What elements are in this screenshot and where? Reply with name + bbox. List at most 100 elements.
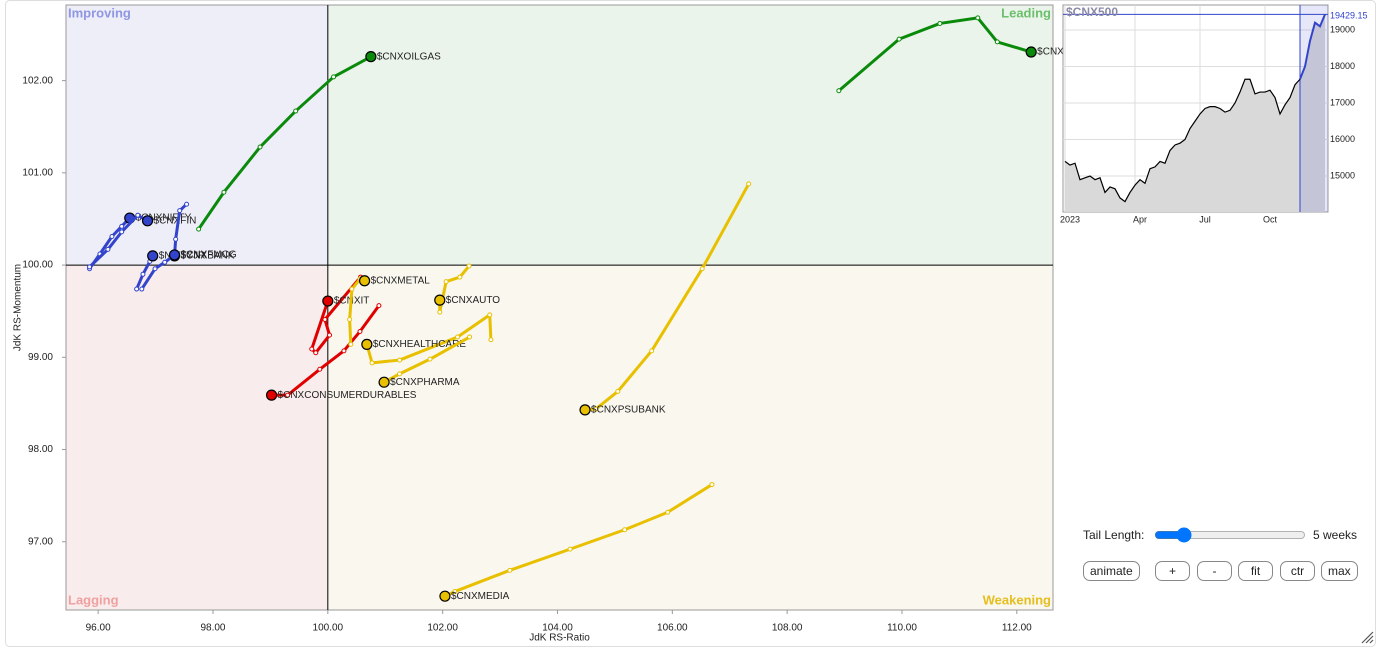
x-tick-label: 2023 xyxy=(1060,214,1080,224)
tail xyxy=(383,335,471,384)
head-point xyxy=(378,376,390,388)
tail-point xyxy=(119,223,125,229)
price-line xyxy=(1299,13,1326,80)
tail-point xyxy=(369,360,375,366)
x-tick-label: Apr xyxy=(1133,214,1147,224)
tail-point xyxy=(699,266,705,272)
tail-point xyxy=(313,350,319,356)
tail-point xyxy=(331,74,337,80)
tail xyxy=(365,313,493,365)
area xyxy=(1065,14,1325,212)
tail-point xyxy=(437,309,443,315)
tail-point xyxy=(87,264,93,270)
tail-point xyxy=(322,316,328,322)
series-label: $CNXNIFTY xyxy=(136,213,192,224)
tail-point xyxy=(317,366,323,372)
tail xyxy=(837,16,1032,92)
head-point xyxy=(322,295,334,307)
x-tick-label: Oct xyxy=(1263,214,1278,224)
tail-point xyxy=(466,263,472,269)
y-axis-label: JdK RS-Momentum xyxy=(13,264,24,351)
quadrant-label: Leading xyxy=(1001,5,1051,20)
y-tick-label: 15000 xyxy=(1330,170,1355,180)
control-button[interactable]: + xyxy=(1155,561,1190,581)
series-label: $CNXHEALTHCARE xyxy=(373,339,466,350)
tail-point xyxy=(397,371,403,377)
y-tick-label: 101.00 xyxy=(22,167,53,178)
tail-point xyxy=(109,233,115,239)
y-tick-label: 18000 xyxy=(1330,61,1355,71)
x-tick-label: Jul xyxy=(1199,214,1211,224)
tail-point xyxy=(173,236,179,242)
plot-border xyxy=(65,4,1054,611)
tail-point xyxy=(487,312,493,318)
tail-point xyxy=(896,36,902,42)
quadrant xyxy=(66,5,328,266)
x-tick-label: 106.00 xyxy=(657,623,688,634)
x-axis-label: JdK RS-Ratio xyxy=(529,633,590,644)
y-tick-label: 102.00 xyxy=(22,75,53,86)
head-point xyxy=(365,51,377,63)
y-tick-label: 16000 xyxy=(1330,134,1355,144)
x-tick-label: 104.00 xyxy=(542,623,573,634)
tail-point xyxy=(836,88,842,94)
tail-point xyxy=(139,286,145,292)
tail-point xyxy=(347,316,353,322)
tail-point xyxy=(507,567,513,573)
tail-point xyxy=(293,108,299,114)
tail-length-label: Tail Length: xyxy=(1083,528,1145,542)
y-tick-label: 99.00 xyxy=(28,352,53,363)
head-point xyxy=(168,249,181,261)
control-button[interactable]: max xyxy=(1321,561,1358,581)
quadrant xyxy=(66,265,328,610)
control-button[interactable]: ctr xyxy=(1280,561,1315,581)
tail-point xyxy=(152,266,158,272)
tail-point xyxy=(196,226,202,232)
tail-point xyxy=(455,334,461,340)
inset-title: $CNX500 xyxy=(1066,5,1118,19)
y-tick-label: 17000 xyxy=(1330,97,1355,107)
tail-point xyxy=(327,332,333,338)
tail-point xyxy=(135,212,141,218)
resize-grip xyxy=(1361,631,1374,644)
tail-point xyxy=(184,201,190,207)
tail xyxy=(310,276,362,355)
x-tick-label: 96.00 xyxy=(86,623,111,634)
head-point xyxy=(141,215,154,227)
tail-point xyxy=(615,388,621,394)
head-point xyxy=(579,404,591,416)
tail-length-slider[interactable] xyxy=(1154,527,1306,543)
tail-point xyxy=(357,328,363,334)
price-line xyxy=(1064,78,1301,203)
series-label: $CNXMETAL xyxy=(371,275,431,286)
tail-point xyxy=(309,346,315,352)
tail-point xyxy=(427,356,433,362)
x-tick-label: 100.00 xyxy=(313,623,344,634)
quadrant xyxy=(327,5,1053,266)
tail-point xyxy=(665,509,671,515)
tail-point xyxy=(593,406,599,412)
tail-point xyxy=(162,259,168,265)
tail-point xyxy=(975,15,981,21)
tail xyxy=(271,304,381,397)
tail-point xyxy=(488,337,494,343)
tail-point xyxy=(452,589,458,595)
tail-point xyxy=(134,286,140,292)
x-tick-label: 112.00 xyxy=(1002,623,1032,634)
tail-point xyxy=(140,271,146,277)
control-button[interactable]: fit xyxy=(1238,561,1273,581)
control-button[interactable]: - xyxy=(1197,561,1232,581)
tail xyxy=(197,55,372,230)
control-button[interactable]: animate xyxy=(1083,561,1140,581)
series-label: $CNXPHARMA xyxy=(390,377,460,388)
tail-point xyxy=(467,334,473,340)
head-point xyxy=(434,294,446,306)
series-label: $CNXFMCG xyxy=(181,250,237,261)
series-label: $CNXOILGAS xyxy=(377,51,441,62)
tail-point xyxy=(457,274,463,280)
head-point xyxy=(1025,46,1037,58)
tail-length-value: 5 weeks xyxy=(1313,528,1358,542)
series-label: $CNXFIN xyxy=(154,215,197,226)
frame xyxy=(5,0,1376,647)
